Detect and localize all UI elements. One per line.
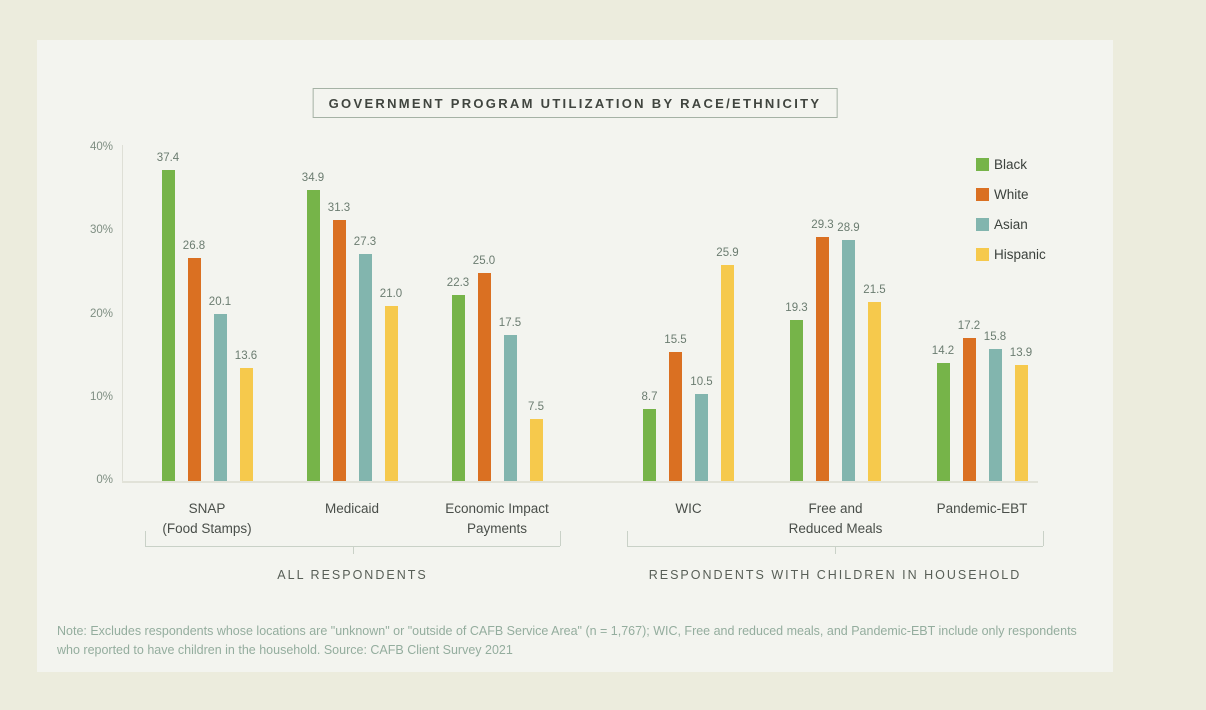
chart-title: GOVERNMENT PROGRAM UTILIZATION BY RACE/E… [312, 88, 838, 118]
legend-swatch [976, 158, 989, 171]
bar-hispanic-0 [239, 367, 253, 481]
legend-label: Black [994, 157, 1028, 172]
category-label-line: Payments [466, 521, 528, 537]
legend-swatch [976, 218, 989, 231]
category-label-line: Free and [808, 501, 863, 516]
legend-label: Hispanic [994, 247, 1046, 262]
bar-white-1 [332, 220, 346, 481]
bar-asian-1 [358, 253, 372, 481]
bar-hispanic-5 [1014, 365, 1028, 481]
category-label: Economic Impact Payments [412, 499, 582, 540]
y-tick-label: 40% [89, 141, 113, 153]
category-label-line: (Food Stamps) [162, 521, 252, 537]
bar-value-label: 29.3 [811, 219, 834, 232]
bar-value-label: 22.3 [446, 277, 470, 290]
bar-value-label: 34.9 [301, 172, 325, 185]
bar-black-0 [161, 169, 175, 481]
bar-black-5 [936, 362, 950, 481]
note-text: Note: Excludes respondents whose locatio… [57, 624, 1077, 658]
category-label: WIC [604, 499, 774, 519]
bar-value-label: 13.6 [234, 349, 258, 362]
bar-value-label: 15.8 [983, 331, 1007, 344]
x-axis-line [122, 481, 1038, 483]
group-bracket-end-tick [145, 531, 146, 546]
chart-card: GOVERNMENT PROGRAM UTILIZATION BY RACE/E… [37, 40, 1113, 672]
bar-white-5 [962, 337, 976, 481]
bar-hispanic-1 [384, 306, 398, 481]
group-label: RESPONDENTS WITH CHILDREN IN HOUSEHOLD [648, 568, 1022, 582]
category-label: Medicaid [267, 499, 437, 519]
group-label: ALL RESPONDENTS [277, 568, 428, 582]
bar-value-label: 8.7 [641, 390, 658, 403]
category-label-line: SNAP [188, 501, 226, 516]
bar-value-label: 10.5 [690, 375, 713, 388]
bar-asian-0 [213, 313, 227, 481]
bar-value-label: 14.2 [931, 344, 955, 357]
y-tick-label: 20% [89, 307, 113, 320]
y-tick-label: 30% [89, 224, 113, 237]
legend-swatch [976, 248, 989, 261]
bar-black-4 [790, 320, 803, 481]
bar-white-3 [669, 351, 682, 481]
bar-value-label: 13.9 [1009, 347, 1033, 360]
chart-title-text: GOVERNMENT PROGRAM UTILIZATION BY RACE/E… [328, 96, 822, 111]
category-label: SNAP (Food Stamps) [122, 499, 292, 540]
bar-black-2 [451, 295, 465, 481]
bar-asian-2 [503, 335, 517, 481]
group-bracket-center-tick [352, 546, 354, 554]
bar-white-4 [816, 237, 829, 481]
bar-asian-3 [695, 393, 708, 481]
category-label-line: WIC [675, 501, 702, 516]
category-label: Pandemic-EBT [897, 499, 1067, 519]
bar-value-label: 31.3 [327, 202, 351, 215]
category-label: Free and Reduced Meals [751, 499, 921, 540]
bar-asian-5 [988, 349, 1002, 481]
category-label-line: Economic Impact [445, 501, 549, 516]
category-label-line: Medicaid [324, 501, 380, 516]
bar-hispanic-2 [529, 418, 543, 481]
group-bracket-end-tick [627, 531, 628, 546]
legend-swatch [976, 188, 989, 201]
bar-value-label: 17.5 [498, 317, 522, 330]
bar-value-label: 26.8 [182, 239, 206, 252]
bar-black-3 [643, 408, 656, 481]
bar-value-label: 25.9 [716, 247, 739, 260]
legend-label: White [994, 187, 1029, 202]
bar-value-label: 37.4 [156, 151, 180, 164]
bar-value-label: 27.3 [353, 235, 377, 248]
bar-value-label: 15.5 [664, 333, 687, 346]
plot-area: 0% 10% 20% 30% 40% 37.4 34.9 22.3 8.7 19.3 14.2 26.… [37, 40, 1113, 672]
bar-asian-4 [842, 240, 855, 481]
y-axis-line [122, 145, 123, 481]
group-bracket-end-tick [1043, 531, 1044, 546]
category-label-line: Reduced Meals [788, 521, 883, 537]
bar-value-label: 7.5 [528, 400, 544, 413]
bar-value-label: 21.5 [863, 284, 886, 296]
bar-hispanic-3 [721, 265, 734, 481]
bar-value-label: 25.0 [472, 254, 496, 267]
bar-value-label: 21.0 [379, 288, 403, 301]
legend-label: Asian [994, 217, 1028, 232]
group-bracket-end-tick [560, 531, 561, 546]
group-bracket-center-tick [835, 546, 836, 554]
bar-value-label: 20.1 [208, 295, 232, 308]
category-label-line: Pandemic-EBT [936, 501, 1028, 516]
bar-black-1 [306, 190, 320, 481]
bar-value-label: 17.2 [957, 319, 981, 332]
y-tick-label: 0% [96, 474, 113, 486]
y-tick-label: 10% [89, 390, 113, 403]
bar-value-label: 19.3 [785, 302, 808, 315]
bar-white-0 [187, 257, 201, 481]
bar-hispanic-4 [868, 302, 881, 481]
bar-value-label: 28.9 [837, 222, 860, 235]
bar-white-2 [477, 272, 491, 481]
